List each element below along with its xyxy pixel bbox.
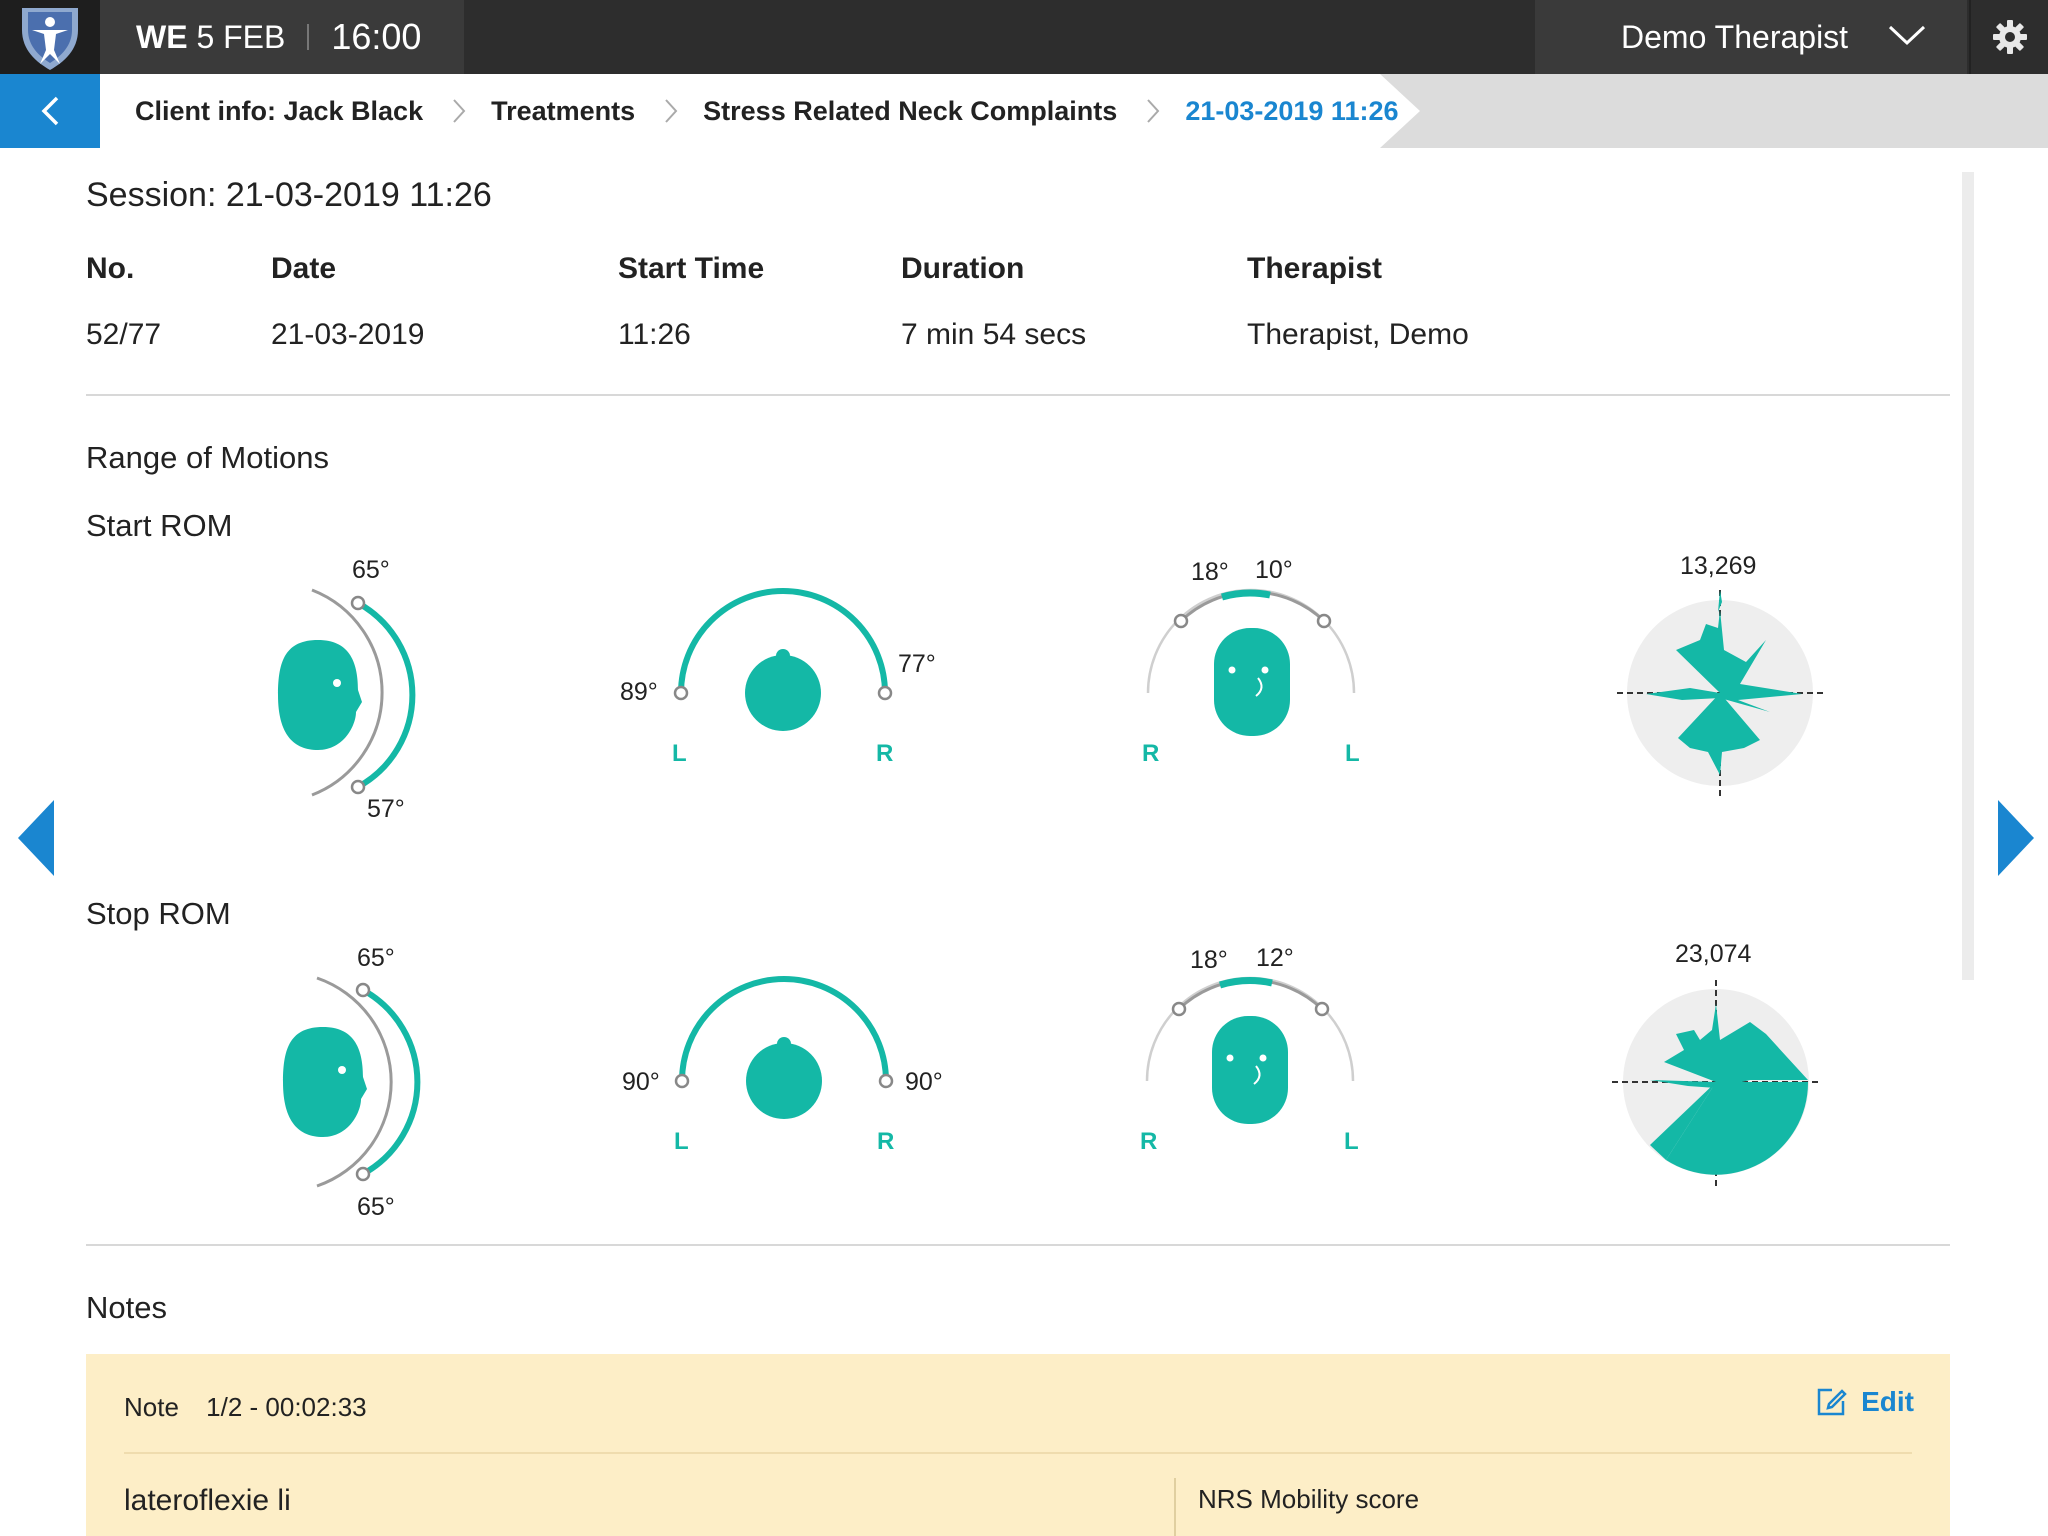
chevron-right-icon bbox=[665, 99, 678, 123]
stop-flexion-top-value: 65° bbox=[357, 944, 395, 972]
date-time: WE 5 FEB 16:00 bbox=[100, 0, 464, 74]
value-therapist: Therapist, Demo bbox=[1247, 318, 1469, 351]
logo-icon bbox=[22, 8, 78, 70]
header-no: No. bbox=[86, 252, 135, 285]
chevron-down-icon bbox=[1888, 25, 1926, 46]
user-name: Demo Therapist bbox=[1621, 18, 1849, 55]
breadcrumb-client[interactable]: Client info: Jack Black bbox=[135, 95, 424, 126]
stop-rotation-side-left: L bbox=[674, 1128, 689, 1155]
start-rotation-right-value: 77° bbox=[898, 650, 936, 678]
start-rotation-side-right: R bbox=[876, 740, 894, 767]
stop-rotation-graphic bbox=[674, 976, 894, 1119]
breadcrumb: Client info: Jack Black Treatments Stres… bbox=[135, 74, 1399, 148]
edit-note-button[interactable]: Edit bbox=[1815, 1386, 1914, 1418]
back-button[interactable] bbox=[0, 74, 100, 148]
header-start-time: Start Time bbox=[618, 252, 765, 285]
back-arrow-icon bbox=[41, 96, 59, 126]
header-duration: Duration bbox=[901, 252, 1025, 285]
header-date: Date bbox=[271, 252, 337, 285]
breadcrumb-background bbox=[100, 74, 1420, 148]
current-date: WE 5 FEB bbox=[136, 18, 286, 55]
note-text: lateroflexie li bbox=[124, 1484, 291, 1517]
breadcrumb-current: 21-03-2019 11:26 bbox=[1185, 95, 1399, 126]
stop-flexion-graphic bbox=[283, 976, 421, 1188]
divider bbox=[86, 1244, 1950, 1246]
value-date: 21-03-2019 bbox=[271, 318, 425, 351]
scrollbar[interactable] bbox=[1962, 172, 1974, 980]
top-bar: WE 5 FEB 16:00 Demo Therapist bbox=[0, 0, 2048, 74]
value-duration: 7 min 54 secs bbox=[901, 318, 1087, 351]
divider bbox=[86, 394, 1950, 396]
stop-lateral-side-left: L bbox=[1344, 1128, 1359, 1155]
stop-rom-title: Stop ROM bbox=[86, 896, 231, 931]
start-lateral-side-left: L bbox=[1345, 740, 1360, 767]
settings-button[interactable] bbox=[1969, 0, 2048, 74]
start-flexion-graphic bbox=[278, 588, 416, 797]
stop-lateral-right-value: 18° bbox=[1190, 946, 1228, 974]
start-flexion-top-value: 65° bbox=[352, 556, 390, 584]
chevron-right-icon bbox=[453, 99, 466, 123]
start-total-rom-graphic bbox=[1617, 590, 1823, 797]
edit-label: Edit bbox=[1861, 1386, 1914, 1417]
stop-lateral-graphic bbox=[1145, 976, 1355, 1124]
prev-arrow-icon[interactable] bbox=[18, 800, 58, 876]
start-rotation-side-left: L bbox=[672, 740, 687, 767]
start-total-rom-value: 13,269 bbox=[1680, 552, 1757, 580]
stop-total-rom-graphic bbox=[1612, 980, 1820, 1186]
current-time: 16:00 bbox=[331, 16, 422, 57]
breadcrumb-bar: Client info: Jack Black Treatments Stres… bbox=[0, 74, 2048, 148]
nrs-mobility-score-label: NRS Mobility score bbox=[1198, 1484, 1420, 1514]
start-lateral-graphic bbox=[1146, 588, 1356, 736]
chevron-right-icon bbox=[1147, 99, 1160, 123]
session-title: Session: 21-03-2019 11:26 bbox=[86, 176, 492, 214]
note-header: Note 1/2 - 00:02:33 bbox=[124, 1392, 387, 1423]
start-rom-title: Start ROM bbox=[86, 508, 233, 543]
value-start-time: 11:26 bbox=[618, 318, 691, 351]
value-no: 52/77 bbox=[86, 318, 162, 351]
stop-lateral-left-value: 12° bbox=[1256, 944, 1294, 972]
divider bbox=[124, 1452, 1912, 1454]
start-lateral-left-value: 10° bbox=[1255, 556, 1293, 584]
user-menu[interactable]: Demo Therapist bbox=[1535, 0, 1967, 74]
breadcrumb-treatments[interactable]: Treatments bbox=[491, 95, 636, 126]
gear-icon bbox=[1992, 20, 2027, 54]
start-lateral-side-right: R bbox=[1142, 740, 1160, 767]
edit-icon bbox=[1817, 1388, 1847, 1416]
stop-rotation-side-right: R bbox=[877, 1128, 895, 1155]
rom-section-title: Range of Motions bbox=[86, 440, 329, 475]
next-arrow-icon[interactable] bbox=[1994, 800, 2034, 876]
stop-flexion-bottom-value: 65° bbox=[357, 1193, 395, 1221]
start-lateral-right-value: 18° bbox=[1191, 558, 1229, 586]
notes-section-title: Notes bbox=[86, 1290, 167, 1325]
note-card: Note 1/2 - 00:02:33 Edit lateroflexie li… bbox=[86, 1354, 1950, 1536]
divider bbox=[1174, 1478, 1176, 1536]
breadcrumb-complaint[interactable]: Stress Related Neck Complaints bbox=[703, 95, 1118, 126]
start-flexion-bottom-value: 57° bbox=[367, 795, 405, 823]
app-logo[interactable] bbox=[0, 0, 100, 74]
stop-total-rom-value: 23,074 bbox=[1675, 940, 1752, 968]
stop-rotation-right-value: 90° bbox=[905, 1068, 943, 1096]
header-therapist: Therapist bbox=[1247, 252, 1383, 285]
note-meta: 1/2 - 00:02:33 bbox=[206, 1392, 367, 1422]
start-rotation-left-value: 89° bbox=[620, 678, 658, 706]
divider bbox=[307, 24, 310, 50]
stop-rotation-left-value: 90° bbox=[622, 1068, 660, 1096]
start-rotation-graphic bbox=[673, 588, 893, 731]
note-label: Note bbox=[124, 1392, 179, 1422]
stop-lateral-side-right: R bbox=[1140, 1128, 1158, 1155]
